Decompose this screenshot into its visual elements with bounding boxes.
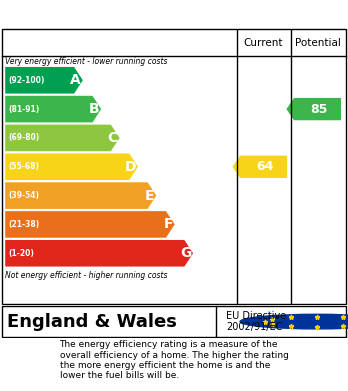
Text: (92-100): (92-100) [9, 76, 45, 85]
Polygon shape [5, 67, 83, 93]
Text: (21-38): (21-38) [9, 220, 40, 229]
Polygon shape [5, 96, 101, 122]
Text: England & Wales: England & Wales [7, 312, 177, 331]
Text: (69-80): (69-80) [9, 133, 40, 142]
Text: A: A [70, 73, 81, 87]
Text: (1-20): (1-20) [9, 249, 34, 258]
Text: G: G [180, 246, 191, 260]
Text: (55-68): (55-68) [9, 162, 40, 171]
Text: Energy Efficiency Rating: Energy Efficiency Rating [69, 6, 279, 21]
Polygon shape [5, 153, 138, 180]
Polygon shape [5, 211, 175, 238]
Text: The energy efficiency rating is a measure of the
overall efficiency of a home. T: The energy efficiency rating is a measur… [60, 340, 288, 380]
Text: (39-54): (39-54) [9, 191, 40, 200]
Polygon shape [232, 156, 287, 178]
Text: D: D [125, 160, 136, 174]
Text: (81-91): (81-91) [9, 104, 40, 114]
Text: C: C [108, 131, 118, 145]
Polygon shape [5, 125, 120, 151]
Text: 85: 85 [311, 102, 328, 116]
Text: 64: 64 [257, 160, 274, 173]
Text: Current: Current [244, 38, 283, 48]
Circle shape [240, 314, 348, 329]
Text: EU Directive
2002/91/EC: EU Directive 2002/91/EC [226, 311, 286, 332]
Text: F: F [164, 217, 173, 231]
Polygon shape [286, 98, 341, 120]
Text: Not energy efficient - higher running costs: Not energy efficient - higher running co… [5, 271, 168, 280]
Polygon shape [5, 240, 193, 267]
Text: Potential: Potential [295, 38, 341, 48]
Text: B: B [89, 102, 100, 116]
Text: Very energy efficient - lower running costs: Very energy efficient - lower running co… [5, 57, 168, 66]
Text: E: E [145, 188, 155, 203]
Polygon shape [5, 182, 156, 209]
